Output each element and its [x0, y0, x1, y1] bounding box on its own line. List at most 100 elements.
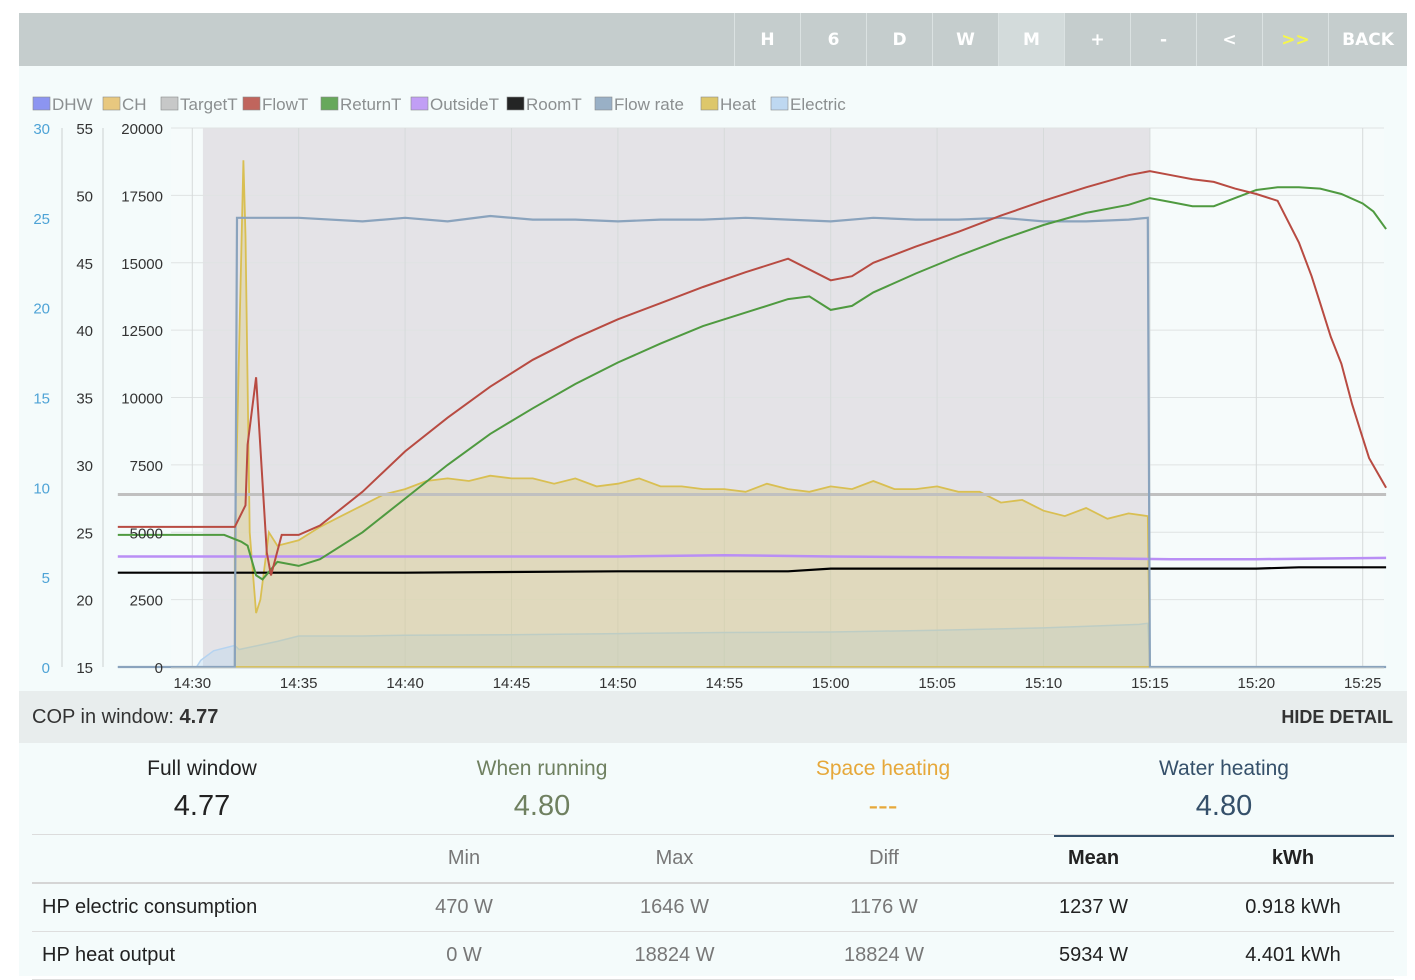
power-tick-label: 12500 — [121, 323, 163, 340]
stats-cell-min: 0 W — [352, 931, 576, 980]
legend-item: Flow rate — [594, 95, 684, 114]
legend-label: TargetT — [180, 95, 238, 114]
hide-detail-button[interactable]: HIDE DETAIL — [1281, 707, 1393, 727]
legend-item: DHW — [32, 95, 93, 114]
legend-swatch — [594, 96, 613, 111]
flow-tick-label: 30 — [33, 121, 50, 138]
cop-label: COP in window: — [32, 706, 174, 728]
series-returnt — [117, 186, 1387, 581]
temp-tick-label: 20 — [76, 593, 93, 610]
legend-item: ReturnT — [320, 95, 401, 114]
cop-when-running[interactable]: When running 4.80 — [372, 743, 712, 835]
time-tick-label: 14:45 — [493, 675, 531, 692]
pan-right-button[interactable]: >> — [1262, 13, 1328, 66]
heatpump-dashboard: H 6 D W M + - < >> BACK DHW CH TargetT Flow… — [19, 13, 1407, 980]
temp-tick-label: 25 — [76, 525, 93, 542]
series-heat — [233, 160, 1151, 668]
power-tick-label: 2500 — [130, 593, 163, 610]
cop-value: 4.77 — [179, 706, 219, 728]
stats-row-name: HP electric consumption — [32, 883, 352, 932]
week-button[interactable]: W — [932, 13, 998, 66]
chart-legend: DHW CH TargetT FlowT ReturnT OutsideT RoomT Flo… — [32, 95, 846, 114]
time-tick-label: 15:15 — [1131, 675, 1169, 692]
cop-col-value: 4.80 — [513, 790, 571, 822]
legend-swatch — [506, 96, 525, 111]
temp-tick-label: 30 — [76, 458, 93, 475]
legend-item: Electric — [770, 95, 846, 114]
timescale-buttons: H 6 D W M + - < >> BACK — [734, 13, 1407, 66]
legend-item: CH — [102, 95, 147, 114]
time-tick-label: 14:40 — [386, 675, 424, 692]
chart-svg[interactable]: DHW CH TargetT FlowT ReturnT OutsideT RoomT Flo… — [19, 66, 1407, 704]
flow-tick-label: 25 — [33, 211, 50, 228]
time-tick-label: 14:50 — [599, 675, 637, 692]
cop-col-value: 4.77 — [173, 790, 231, 822]
cop-col-title: When running — [476, 757, 608, 780]
cop-col-title: Space heating — [815, 757, 951, 780]
flow-tick-label: 15 — [33, 391, 50, 408]
legend-swatch — [770, 96, 789, 111]
legend-swatch — [700, 96, 719, 111]
cop-col-value: --- — [868, 790, 898, 822]
legend-label: Flow rate — [614, 95, 684, 114]
day-button[interactable]: D — [866, 13, 932, 66]
hour-button[interactable]: H — [734, 13, 800, 66]
power-tick-label: 7500 — [130, 458, 163, 475]
stats-header-name — [32, 835, 352, 884]
stats-cell-kwh: 4.401 kWh — [1192, 931, 1394, 980]
legend-label: Electric — [790, 95, 846, 114]
time-tick-label: 14:55 — [706, 675, 744, 692]
cop-water-heating[interactable]: Water heating 4.80 — [1054, 743, 1394, 837]
time-tick-label: 14:30 — [174, 675, 212, 692]
toolbar: H 6 D W M + - < >> BACK — [19, 13, 1407, 66]
temp-tick-label: 45 — [76, 256, 93, 273]
table-row: HP heat output 0 W 18824 W 18824 W 5934 … — [32, 931, 1394, 980]
stats-header-min: Min — [352, 835, 576, 884]
stats-cell-mean: 5934 W — [995, 931, 1192, 980]
legend-label: RoomT — [526, 95, 582, 114]
stats-header-kwh: kWh — [1192, 835, 1394, 884]
back-button[interactable]: BACK — [1328, 13, 1407, 66]
stats-cell-diff: 18824 W — [773, 931, 995, 980]
cop-summary-bar: COP in window: 4.77 HIDE DETAIL — [19, 691, 1407, 743]
flow-tick-label: 10 — [33, 480, 50, 497]
month-button[interactable]: M — [998, 13, 1064, 66]
cop-full-window[interactable]: Full window 4.77 — [32, 743, 372, 835]
legend-label: FlowT — [262, 95, 308, 114]
stats-header-row: Min Max Diff Mean kWh — [32, 835, 1394, 884]
legend-label: OutsideT — [430, 95, 499, 114]
cop-space-heating[interactable]: Space heating --- — [713, 743, 1053, 835]
cop-in-window: COP in window: 4.77 — [32, 706, 218, 729]
divider — [32, 834, 1394, 835]
legend-item: FlowT — [242, 95, 308, 114]
time-tick-label: 15:25 — [1344, 675, 1382, 692]
series-layer — [117, 160, 1387, 669]
chart: DHW CH TargetT FlowT ReturnT OutsideT RoomT Flo… — [19, 66, 1407, 704]
series-outsidet — [117, 553, 1387, 561]
six-hour-button[interactable]: 6 — [800, 13, 866, 66]
time-tick-label: 15:00 — [812, 675, 850, 692]
power-tick-label: 15000 — [121, 256, 163, 273]
series-flowt — [117, 170, 1387, 576]
temp-tick-label: 15 — [76, 660, 93, 677]
series-flow-rate — [117, 214, 1387, 669]
time-tick-label: 15:10 — [1025, 675, 1063, 692]
cop-col-title: Water heating — [1159, 757, 1289, 780]
axes: 0 5 10 15 20 25 30 15 20 25 30 35 40 45 50 55 0 2500 5000 7… — [33, 121, 1384, 692]
legend-swatch — [32, 96, 51, 111]
power-tick-label: 0 — [155, 660, 163, 677]
power-tick-label: 17500 — [121, 188, 163, 205]
pan-left-button[interactable]: < — [1196, 13, 1262, 66]
legend-label: ReturnT — [340, 95, 401, 114]
zoom-in-button[interactable]: + — [1064, 13, 1130, 66]
stats-cell-min: 470 W — [352, 883, 576, 932]
stats-table: Min Max Diff Mean kWh HP electric consum… — [32, 835, 1394, 980]
table-row: HP electric consumption 470 W 1646 W 117… — [32, 883, 1394, 932]
legend-item: OutsideT — [410, 95, 499, 114]
stats-header-max: Max — [576, 835, 773, 884]
cop-col-title: Full window — [147, 757, 257, 780]
stats-header-diff: Diff — [773, 835, 995, 884]
temp-tick-label: 50 — [76, 188, 93, 205]
flow-tick-label: 20 — [33, 301, 50, 318]
zoom-out-button[interactable]: - — [1130, 13, 1196, 66]
